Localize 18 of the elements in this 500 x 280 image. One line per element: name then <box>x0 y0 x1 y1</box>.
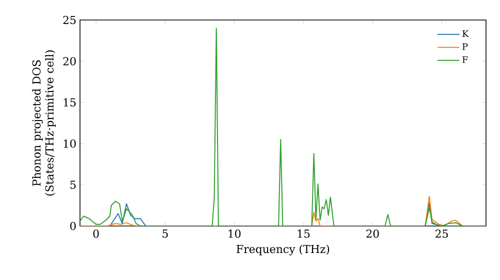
legend-label: P <box>462 43 468 50</box>
legend-label: F <box>462 56 468 63</box>
x-tick-label: 10 <box>228 230 241 238</box>
x-axis-title: Frequency (THz) <box>236 244 330 256</box>
y-axis-title: Phonon projected DOS (States/THz·primitive cell) <box>32 50 56 196</box>
y-tick-label: 5 <box>70 180 76 189</box>
y-tick-label: 25 <box>63 16 76 24</box>
x-tick-label: 25 <box>436 230 448 238</box>
x-tick-label: 20 <box>366 230 379 238</box>
y-tick-label: 15 <box>64 98 76 107</box>
line-series <box>80 28 486 226</box>
x-tick-label: 5 <box>162 230 168 238</box>
legend-label: K <box>462 30 469 37</box>
x-tick-label: 15 <box>298 230 310 238</box>
y-tick-label: 0 <box>70 222 76 230</box>
x-tick-label: 0 <box>93 230 99 238</box>
y-tick-label: 20 <box>63 57 76 66</box>
y-tick-label: 10 <box>64 139 76 148</box>
